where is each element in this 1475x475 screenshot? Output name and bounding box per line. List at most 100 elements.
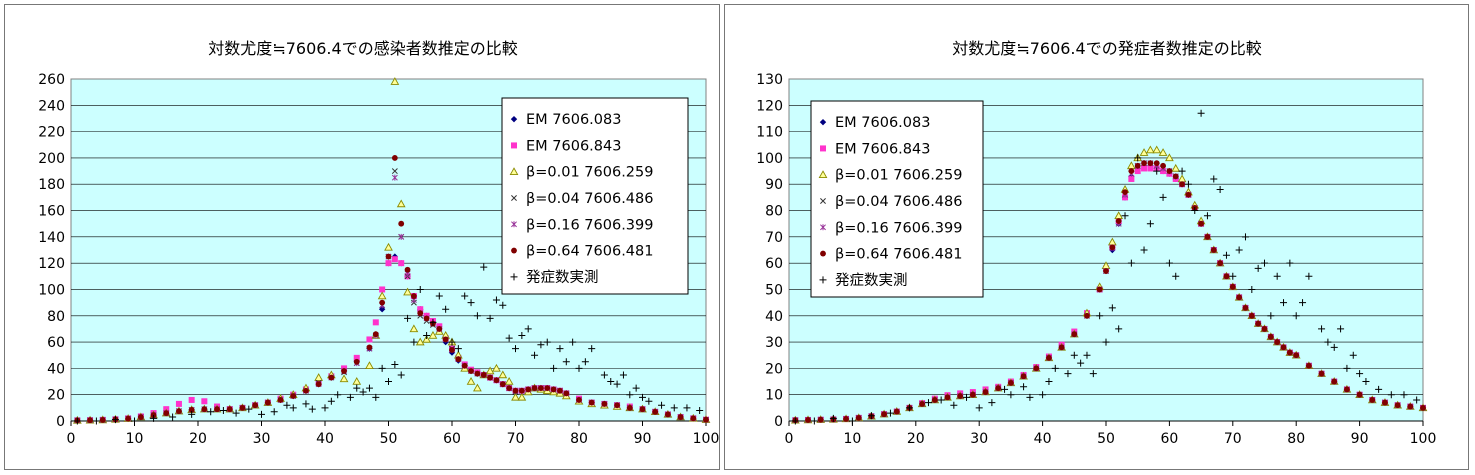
- data-point: [1141, 160, 1147, 167]
- data-point: [969, 391, 976, 398]
- x-tick-label: 0: [67, 431, 76, 447]
- data-point: [1058, 344, 1065, 351]
- data-point: [1153, 167, 1161, 175]
- y-tick-label: 80: [765, 204, 783, 220]
- data-point: [1318, 325, 1326, 333]
- data-point: [289, 404, 297, 412]
- infection-chart-panel: 対数尤度≒7606.4での感染者数推定の比較 0 20 40 60 80 100 120 14…: [4, 4, 720, 470]
- data-point: [1267, 312, 1275, 320]
- data-point: [1344, 386, 1350, 393]
- chart-title: 対数尤度≒7606.4での発症者数推定の比較: [952, 39, 1261, 58]
- data-point: [1122, 189, 1128, 196]
- legend-label: β=0.01 7606.259: [526, 165, 653, 181]
- data-point: [390, 77, 400, 85]
- data-point: [855, 414, 862, 421]
- data-point: [1158, 148, 1168, 156]
- data-point: [448, 338, 456, 346]
- data-point: [353, 358, 360, 365]
- data-point: [73, 417, 81, 425]
- data-point: [428, 330, 438, 339]
- data-point: [810, 417, 818, 425]
- data-point: [201, 398, 208, 405]
- data-point: [1337, 325, 1345, 333]
- data-point: [410, 338, 418, 346]
- data-point: [531, 351, 539, 359]
- data-point: [817, 416, 824, 423]
- data-point: [924, 399, 932, 407]
- data-point: [670, 404, 678, 412]
- data-point: [1407, 403, 1414, 410]
- data-point: [1241, 233, 1249, 241]
- data-point: [1096, 286, 1103, 293]
- data-point: [201, 406, 208, 413]
- y-tick-label: 120: [756, 98, 783, 114]
- data-point: [131, 417, 138, 425]
- data-point: [1134, 162, 1141, 169]
- data-point: [658, 401, 666, 409]
- data-point: [1172, 272, 1180, 280]
- data-point: [601, 401, 608, 407]
- data-point: [283, 401, 291, 409]
- data-point: [893, 408, 900, 415]
- data-point: [1020, 383, 1028, 391]
- data-point: [176, 408, 182, 415]
- data-point: [302, 400, 310, 408]
- data-point: [87, 417, 93, 424]
- data-point: [1254, 264, 1262, 272]
- data-point: [1210, 247, 1217, 253]
- data-point: [1128, 168, 1135, 174]
- y-tick-label: 140: [38, 230, 65, 246]
- onset-chart: 対数尤度≒7606.4での発症者数推定の比較 0 10 20 30 40 50 60 70 80…: [756, 39, 1436, 447]
- data-point: [411, 293, 417, 299]
- y-tick-label: 90: [765, 177, 783, 193]
- data-point: [188, 410, 196, 418]
- data-point: [214, 406, 220, 413]
- data-point: [403, 287, 412, 296]
- legend: EM 7606.083 EM 7606.843 β=0.01 7606.259 β=0…: [810, 100, 984, 298]
- data-point: [1255, 320, 1262, 327]
- data-point: [506, 385, 513, 392]
- legend-marker: [820, 198, 826, 204]
- data-point: [449, 347, 455, 353]
- data-point: [365, 384, 373, 392]
- legend-label: β=0.64 7606.481: [835, 247, 962, 263]
- data-point: [1007, 391, 1015, 399]
- x-tick-label: 30: [970, 431, 988, 447]
- legend-label: EM 7606.083: [526, 112, 621, 128]
- data-point: [1071, 331, 1078, 338]
- data-point: [372, 331, 379, 338]
- y-tick-label: 120: [38, 256, 65, 272]
- legend-marker: [820, 224, 826, 231]
- data-point: [1242, 304, 1249, 311]
- legend-box: [501, 97, 689, 295]
- legend-marker: [509, 167, 519, 175]
- y-tick-label: 40: [47, 361, 65, 377]
- data-point: [1134, 168, 1141, 175]
- data-point: [975, 404, 983, 412]
- data-point: [524, 325, 532, 333]
- legend-marker: [818, 170, 828, 178]
- data-point: [1184, 180, 1192, 188]
- data-point: [409, 324, 419, 333]
- data-point: [378, 305, 386, 313]
- data-point: [384, 242, 393, 251]
- data-point: [379, 286, 386, 293]
- data-point: [314, 373, 324, 381]
- data-point: [277, 397, 284, 403]
- legend-label: EM 7606.083: [835, 115, 930, 131]
- data-point: [188, 396, 195, 403]
- data-point: [264, 399, 271, 406]
- data-point: [950, 401, 958, 409]
- data-point: [1102, 338, 1110, 346]
- legend-label: β=0.16 7606.399: [835, 220, 962, 236]
- data-point: [919, 401, 926, 407]
- data-point: [1070, 351, 1078, 359]
- x-tick-label: 60: [443, 431, 461, 447]
- data-point: [1299, 299, 1307, 307]
- data-point: [639, 393, 646, 401]
- data-point: [125, 415, 132, 422]
- data-point: [442, 336, 449, 343]
- data-point: [385, 260, 392, 267]
- x-tick-label: 40: [1034, 431, 1052, 447]
- data-point: [137, 414, 144, 420]
